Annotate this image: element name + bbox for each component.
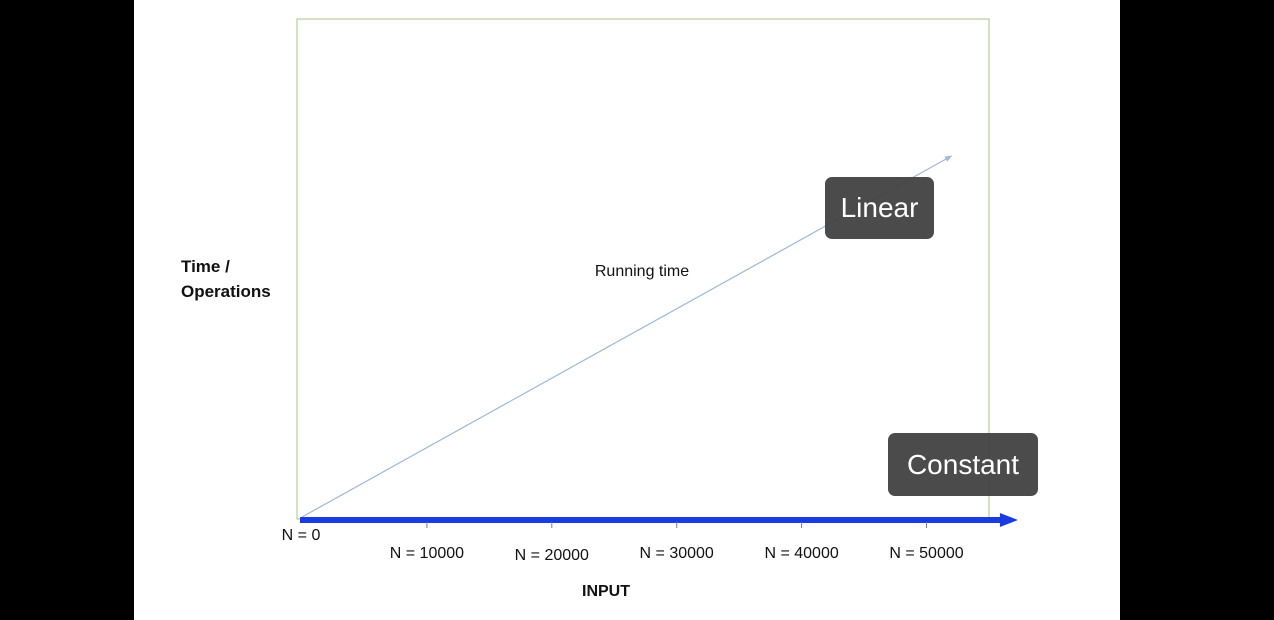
series-constant-arrowhead (999, 513, 1018, 527)
x-tick-label: N = 0 (282, 527, 321, 544)
x-tick-label: N = 50000 (889, 545, 963, 562)
legend-linear: Linear (825, 177, 934, 239)
slide (134, 0, 1120, 620)
x-tick-label: N = 40000 (764, 545, 838, 562)
letterbox-left (0, 0, 134, 620)
x-tick-label: N = 10000 (390, 545, 464, 562)
x-axis-label: INPUT (582, 583, 630, 600)
legend-constant: Constant (888, 433, 1038, 496)
x-tick-label: N = 20000 (515, 547, 589, 564)
letterbox-right (1120, 0, 1274, 620)
y-axis-label: Time / Operations (181, 257, 271, 301)
running-time-annotation: Running time (595, 263, 689, 280)
x-tick-label: N = 30000 (640, 545, 714, 562)
